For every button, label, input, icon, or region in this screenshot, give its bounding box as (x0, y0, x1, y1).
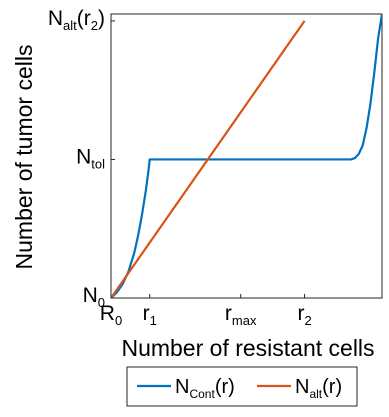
plot-area (110, 13, 383, 299)
plot-box (110, 13, 383, 299)
x-tick-label-0: R0 (100, 302, 122, 328)
series-line-cont (111, 14, 382, 298)
series-line-alt (111, 20, 306, 298)
x-tick-labels: R0 r1 rmax r2 (100, 302, 312, 328)
x-tick-label-1: r1 (143, 302, 157, 328)
x-tick-label-3: r2 (297, 302, 311, 328)
series-layer (111, 14, 382, 298)
y-tick-label-2: Nalt(r2) (48, 7, 105, 33)
x-tick-label-2: rmax (225, 302, 257, 328)
y-tick-labels: N0 Ntol Nalt(r2) (48, 7, 105, 310)
tick-layer (110, 20, 306, 299)
legend-label-cont: NCont(r) (175, 376, 235, 401)
legend: NCont(r) Nalt(r) (126, 366, 358, 407)
x-axis-label: Number of resistant cells (121, 335, 374, 361)
y-tick-label-1: Ntol (76, 145, 105, 171)
legend-label-alt: Nalt(r) (295, 376, 342, 401)
y-tick-label-0: N0 (83, 284, 105, 310)
y-axis-label: Number of tumor cells (11, 45, 37, 270)
